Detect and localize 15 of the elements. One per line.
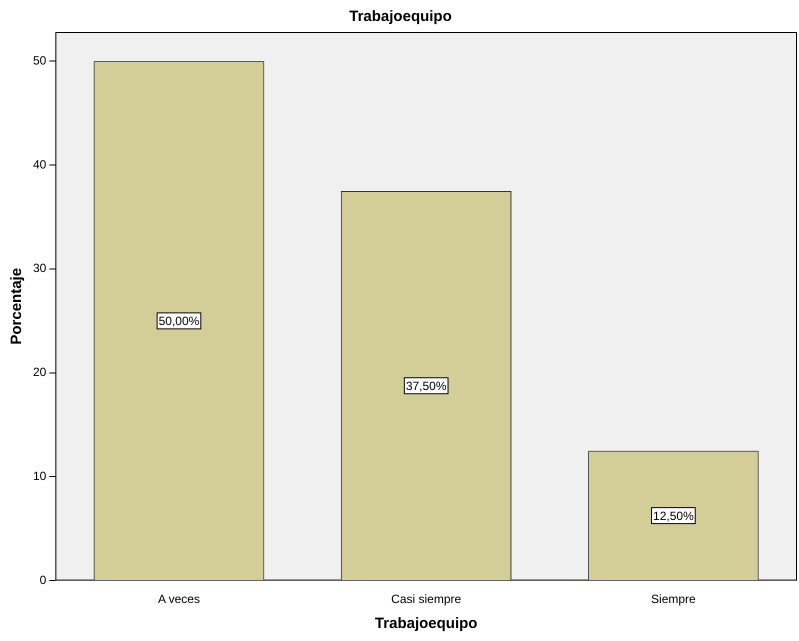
y-tick-label: 20 xyxy=(32,365,47,380)
chart-title: Trabajoequipo xyxy=(349,8,452,26)
y-axis-title: Porcentaje xyxy=(8,268,26,345)
y-tick-label: 30 xyxy=(32,261,47,276)
data-label: 50,00% xyxy=(158,314,200,328)
y-tick-label: 50 xyxy=(32,53,47,68)
data-label: 37,50% xyxy=(406,379,447,394)
x-tick-label: Casi siempre xyxy=(391,592,462,606)
x-tick-label: Siempre xyxy=(651,592,696,606)
y-tick-label: 10 xyxy=(32,469,47,484)
y-tick-label: 40 xyxy=(32,157,47,172)
x-axis-title: Trabajoequipo xyxy=(374,615,478,632)
data-label: 12,50% xyxy=(653,508,694,523)
y-tick-label: 0 xyxy=(40,572,47,587)
x-tick-label: A veces xyxy=(158,592,200,606)
